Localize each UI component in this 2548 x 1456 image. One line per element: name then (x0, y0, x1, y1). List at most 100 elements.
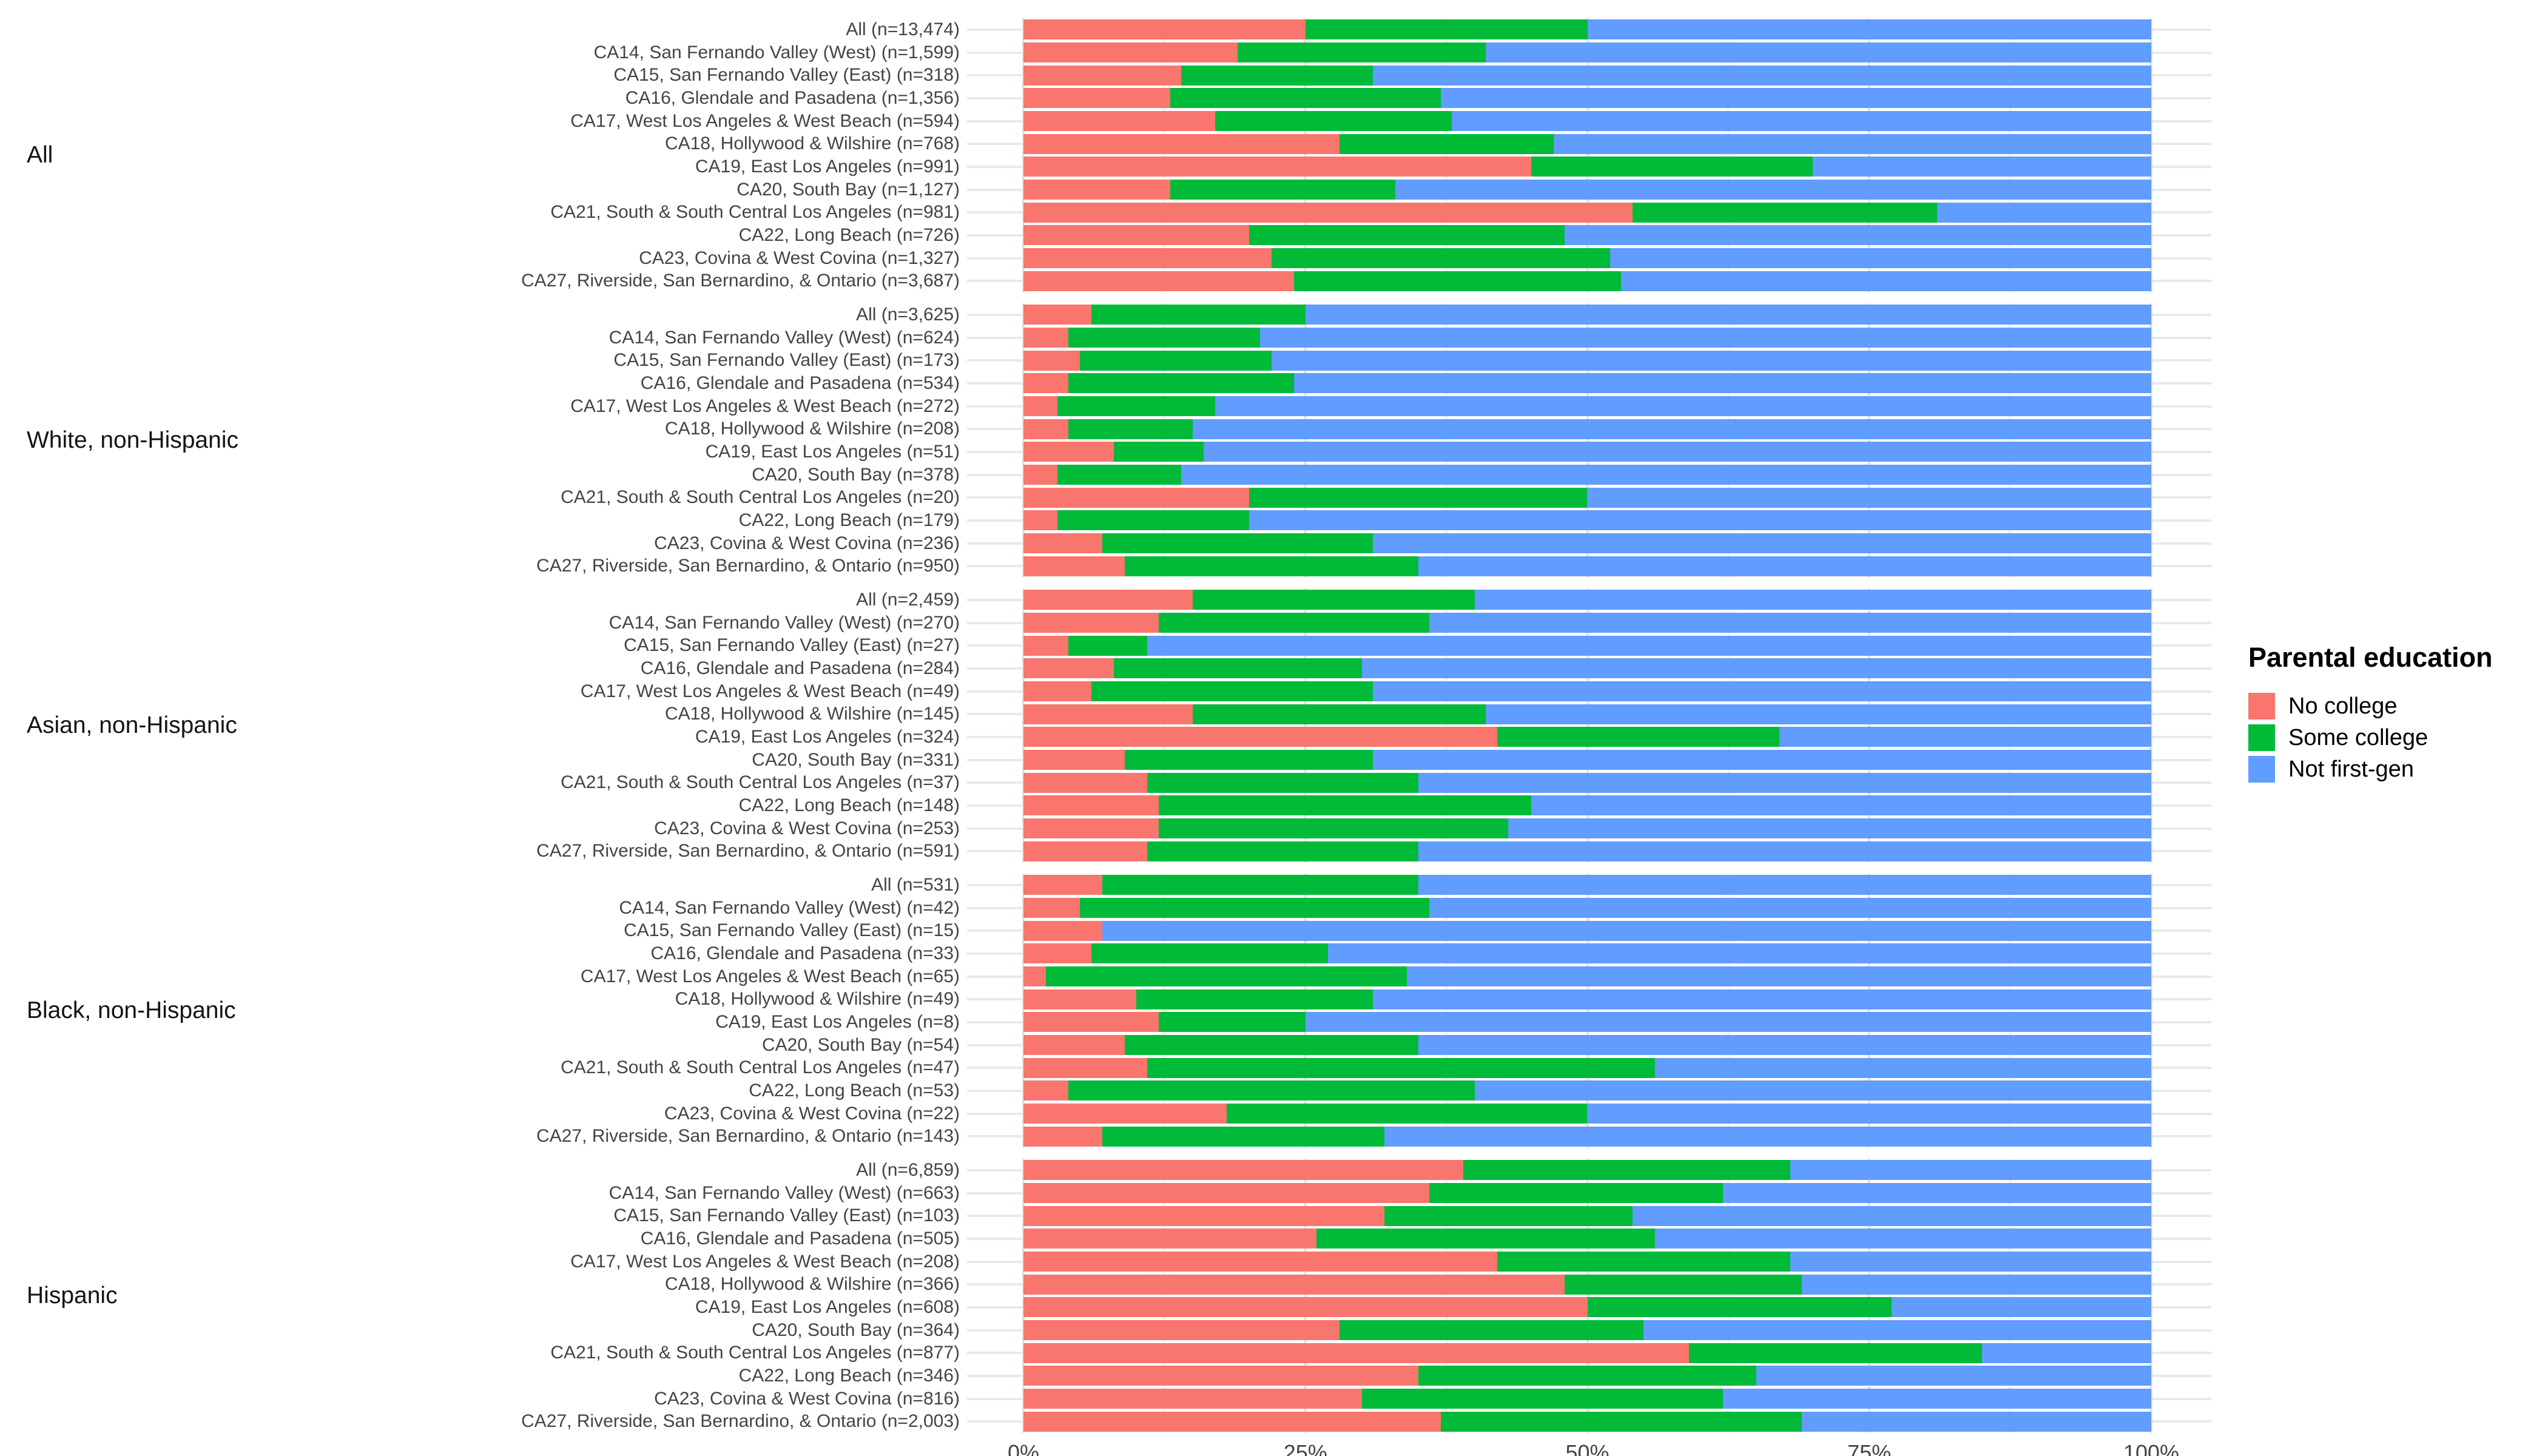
x-tick-label-100pct: 100% (2123, 1440, 2180, 1456)
bar-segment-no-college (1023, 1126, 1103, 1147)
bar-segment-no-college (1023, 1012, 1159, 1033)
bar-segment-not-first-gen (1418, 556, 2151, 576)
bar-segment-some-college (1057, 510, 1249, 531)
bar-segment-some-college (1238, 42, 1486, 62)
bar-segment-not-first-gen (1384, 1126, 2151, 1147)
bar-segment-some-college (1497, 1252, 1791, 1272)
v-gridline-minor (2009, 588, 2012, 863)
bar-segment-no-college (1023, 42, 1238, 62)
bar-segment-no-college (1023, 590, 1193, 610)
bar-segment-no-college (1023, 920, 1103, 941)
bar-segment-no-college (1023, 373, 1069, 394)
bar-segment-some-college (1249, 225, 1565, 246)
bar-segment-some-college (1125, 556, 1418, 576)
row-label: CA27, Riverside, San Bernardino, & Ontar… (521, 1411, 960, 1432)
bar-row (1023, 1274, 2151, 1295)
row-label: CA21, South & South Central Los Angeles … (561, 487, 960, 508)
row-label: CA15, San Fernando Valley (East) (n=103) (613, 1205, 960, 1226)
row-label: CA14, San Fernando Valley (West) (n=624) (608, 327, 960, 348)
bar-segment-no-college (1023, 225, 1249, 246)
bar-segment-no-college (1023, 898, 1080, 918)
bar-segment-no-college (1023, 704, 1193, 724)
bar-segment-no-college (1023, 248, 1272, 268)
bar-segment-some-college (1091, 305, 1306, 325)
bar-segment-some-college (1068, 373, 1295, 394)
row-label: CA19, East Los Angeles (n=51) (705, 441, 960, 462)
bar-row (1023, 1183, 2151, 1203)
bar-segment-some-college (1215, 111, 1452, 131)
bar-segment-some-college (1339, 1320, 1644, 1340)
bar-segment-not-first-gen (1429, 898, 2151, 918)
bar-segment-some-college (1316, 1228, 1656, 1249)
v-gridline-minor (1445, 588, 1448, 863)
bar-segment-no-college (1023, 157, 1531, 177)
bar-segment-not-first-gen (1147, 635, 2151, 656)
bar-row (1023, 533, 2151, 553)
legend-item-no-college: No college (2248, 690, 2493, 722)
bar-segment-not-first-gen (1102, 920, 2151, 941)
row-label: CA20, South Bay (n=1,127) (736, 179, 960, 200)
bar-segment-some-college (1226, 1104, 1588, 1124)
bar-segment-no-college (1023, 1205, 1384, 1226)
bar-segment-some-college (1170, 88, 1441, 109)
bar-segment-not-first-gen (1327, 943, 2151, 964)
bar-segment-not-first-gen (1756, 1366, 2151, 1386)
bar-segment-some-college (1159, 795, 1531, 816)
bar-row (1023, 225, 2151, 246)
bar-segment-no-college (1023, 65, 1182, 86)
bar-segment-no-college (1023, 1274, 1565, 1295)
bar-segment-not-first-gen (1609, 248, 2151, 268)
bar-segment-not-first-gen (1418, 772, 2151, 793)
bar-segment-not-first-gen (1655, 1057, 2151, 1078)
bar-segment-no-college (1023, 795, 1159, 816)
bar-row (1023, 202, 2151, 223)
row-label: CA21, South & South Central Los Angeles … (550, 202, 960, 223)
bar-segment-some-college (1068, 1080, 1475, 1101)
bar-segment-no-college (1023, 487, 1249, 508)
row-label: All (n=13,474) (846, 19, 960, 39)
row-label: CA16, Glendale and Pasadena (n=505) (640, 1228, 960, 1249)
row-label: CA19, East Los Angeles (n=324) (695, 726, 960, 747)
bar-segment-no-college (1023, 19, 1306, 40)
bar-row (1023, 1205, 2151, 1226)
bar-row (1023, 772, 2151, 793)
v-gridline-minor (1163, 303, 1165, 578)
bar-row (1023, 841, 2151, 861)
v-gridline-major (1868, 1159, 1871, 1433)
bar-segment-some-college (1102, 533, 1373, 553)
bar-row (1023, 373, 2151, 394)
bar-segment-no-college (1023, 1160, 1463, 1181)
v-gridline-minor (1445, 1159, 1448, 1433)
bar-segment-some-college (1305, 19, 1588, 40)
bar-row (1023, 1126, 2151, 1147)
row-label: CA14, San Fernando Valley (West) (n=1,59… (593, 42, 960, 62)
bar-segment-no-college (1023, 556, 1125, 576)
bar-segment-not-first-gen (1305, 1012, 2151, 1033)
v-gridline-major (2150, 874, 2152, 1148)
v-gridline-major (1022, 588, 1025, 863)
bar-segment-not-first-gen (1373, 65, 2151, 86)
row-label: CA23, Covina & West Covina (n=22) (664, 1103, 960, 1124)
v-gridline-minor (1163, 1159, 1165, 1433)
v-gridline-major (1304, 18, 1307, 292)
bar-segment-some-college (1339, 133, 1554, 154)
bar-segment-not-first-gen (1587, 487, 2151, 508)
bar-row (1023, 966, 2151, 986)
v-gridline-major (1868, 18, 1871, 292)
bar-row (1023, 989, 2151, 1009)
bar-row (1023, 704, 2151, 724)
bar-segment-no-college (1023, 613, 1159, 633)
panel-2 (967, 588, 2211, 863)
bar-segment-some-college (1068, 635, 1148, 656)
bar-row (1023, 419, 2151, 439)
row-label: CA16, Glendale and Pasadena (n=1,356) (625, 87, 960, 108)
v-gridline-minor (1445, 874, 1448, 1148)
bar-segment-not-first-gen (1418, 875, 2151, 895)
row-label: CA18, Hollywood & Wilshire (n=145) (664, 704, 960, 724)
x-tick-label-25pct: 25% (1283, 1440, 1327, 1456)
bar-segment-not-first-gen (1892, 1297, 2151, 1318)
legend-items: No college Some college Not first-gen (2248, 690, 2493, 785)
bar-row (1023, 1160, 2151, 1181)
legend-item-not-first-gen: Not first-gen (2248, 753, 2493, 785)
bar-segment-not-first-gen (1790, 1252, 2151, 1272)
